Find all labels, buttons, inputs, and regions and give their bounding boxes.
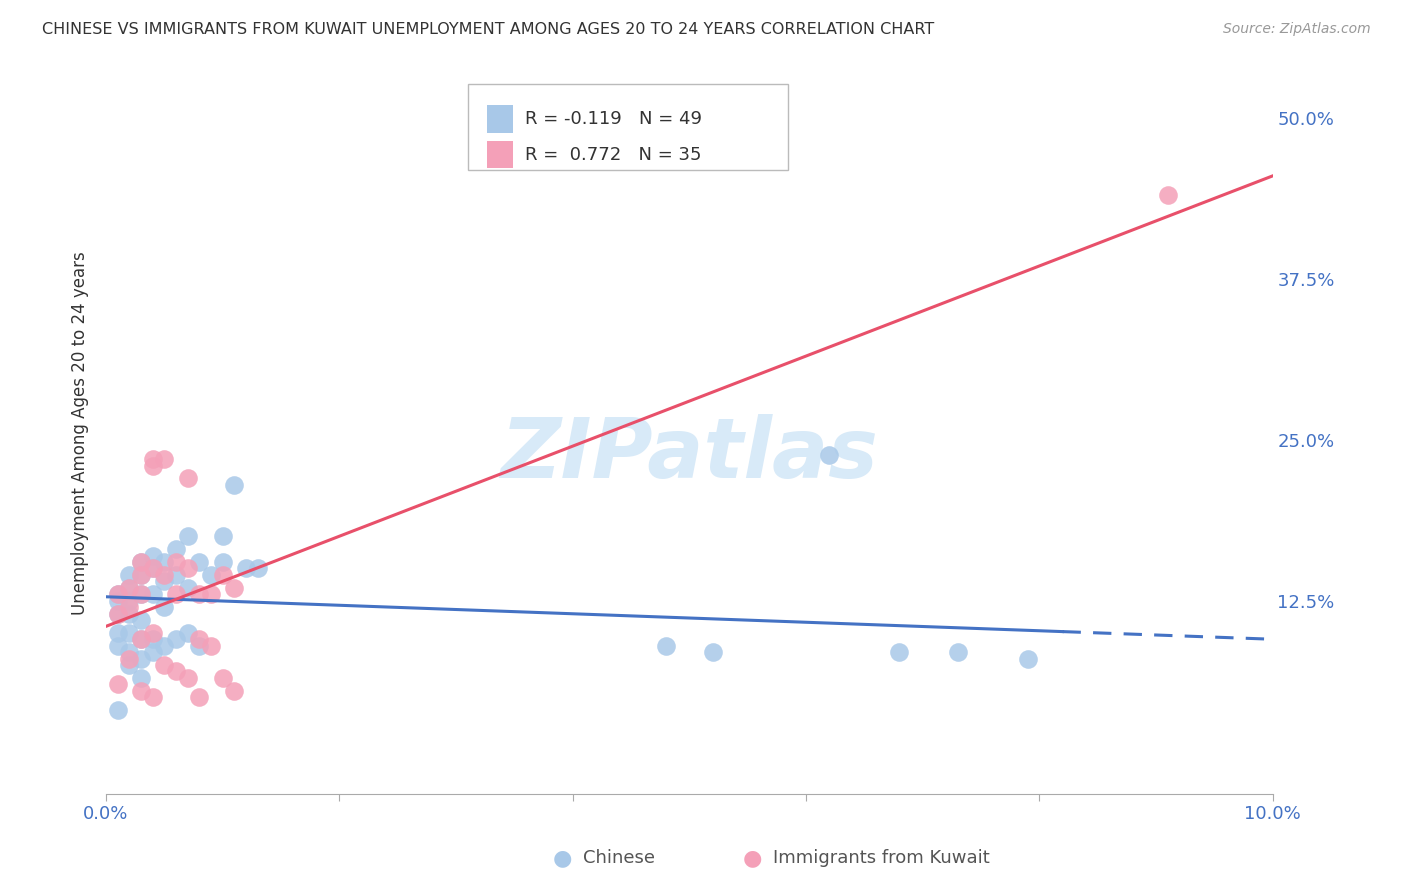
Point (176, 561, 198, 575)
Text: CHINESE VS IMMIGRANTS FROM KUWAIT UNEMPLOYMENT AMONG AGES 20 TO 24 YEARS CORRELA: CHINESE VS IMMIGRANTS FROM KUWAIT UNEMPL… (42, 22, 935, 37)
Point (165, 542, 187, 557)
Point (188, 587, 211, 601)
Point (188, 632, 211, 647)
Point (118, 607, 141, 621)
Point (142, 561, 165, 575)
Y-axis label: Unemployment Among Ages 20 to 24 years: Unemployment Among Ages 20 to 24 years (72, 252, 89, 615)
Point (107, 587, 129, 601)
Point (165, 555, 187, 569)
Point (188, 639, 211, 653)
Point (176, 471, 198, 485)
Point (165, 632, 187, 647)
Point (142, 625, 165, 640)
Bar (488, 105, 513, 133)
Text: ●: ● (553, 848, 572, 868)
Point (142, 561, 165, 575)
Point (118, 567, 141, 582)
Point (153, 567, 176, 582)
Point (165, 665, 187, 679)
Point (107, 639, 129, 653)
Point (153, 639, 176, 653)
Point (129, 567, 152, 582)
Point (1156, 188, 1178, 202)
Point (655, 639, 678, 653)
Text: Source: ZipAtlas.com: Source: ZipAtlas.com (1223, 22, 1371, 37)
Point (1017, 651, 1039, 665)
Point (200, 639, 222, 653)
Point (118, 651, 141, 665)
Point (118, 581, 141, 595)
Text: R =  0.772   N = 35: R = 0.772 N = 35 (524, 145, 702, 164)
Point (176, 671, 198, 685)
Point (107, 703, 129, 717)
Point (129, 555, 152, 569)
Point (165, 587, 187, 601)
Point (211, 567, 233, 582)
Point (176, 529, 198, 543)
Point (142, 645, 165, 659)
Point (129, 671, 152, 685)
Text: Immigrants from Kuwait: Immigrants from Kuwait (773, 849, 990, 867)
Point (118, 625, 141, 640)
Point (153, 600, 176, 615)
Point (107, 677, 129, 691)
Point (129, 613, 152, 627)
Point (118, 645, 141, 659)
Point (129, 651, 152, 665)
FancyBboxPatch shape (468, 84, 789, 170)
Point (129, 567, 152, 582)
Bar (488, 141, 513, 169)
Point (153, 574, 176, 589)
Point (702, 645, 724, 659)
Point (142, 587, 165, 601)
Point (200, 587, 222, 601)
Point (118, 593, 141, 607)
Point (153, 657, 176, 672)
Point (129, 587, 152, 601)
Point (200, 567, 222, 582)
Point (118, 600, 141, 615)
Point (142, 632, 165, 647)
Point (188, 555, 211, 569)
Point (107, 593, 129, 607)
Point (224, 478, 246, 492)
Point (224, 581, 246, 595)
Point (176, 581, 198, 595)
Point (211, 555, 233, 569)
Point (118, 657, 141, 672)
Point (946, 645, 969, 659)
Point (107, 587, 129, 601)
Point (142, 690, 165, 705)
Text: ZIPatlas: ZIPatlas (501, 415, 879, 495)
Point (188, 690, 211, 705)
Point (235, 561, 257, 575)
Point (211, 671, 233, 685)
Point (153, 452, 176, 467)
Point (818, 448, 841, 462)
Point (129, 555, 152, 569)
Point (118, 581, 141, 595)
Text: ●: ● (742, 848, 762, 868)
Point (142, 549, 165, 563)
Point (107, 625, 129, 640)
Point (224, 683, 246, 698)
Point (107, 607, 129, 621)
Point (153, 555, 176, 569)
Point (246, 561, 269, 575)
Point (176, 625, 198, 640)
Point (129, 587, 152, 601)
Point (142, 458, 165, 473)
Point (165, 567, 187, 582)
Point (107, 607, 129, 621)
Point (129, 683, 152, 698)
Text: R = -0.119   N = 49: R = -0.119 N = 49 (524, 110, 702, 128)
Text: Chinese: Chinese (583, 849, 655, 867)
Point (129, 632, 152, 647)
Point (211, 529, 233, 543)
Point (142, 452, 165, 467)
Point (889, 645, 911, 659)
Point (129, 632, 152, 647)
